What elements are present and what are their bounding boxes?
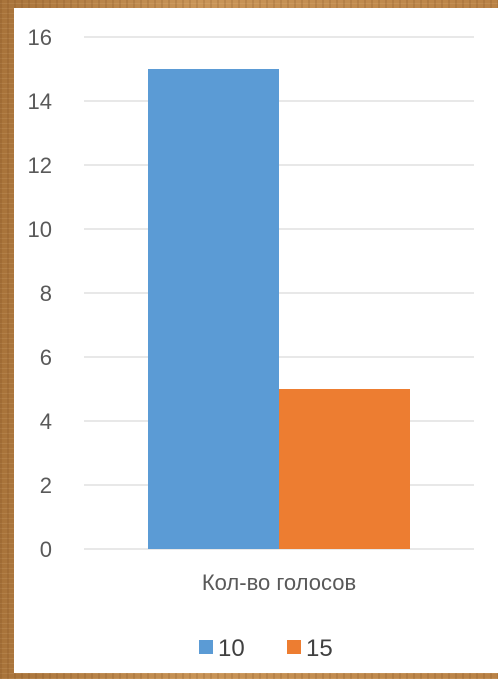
y-tick-label: 8 xyxy=(40,281,52,306)
legend-label-10: 10 xyxy=(218,635,245,662)
x-category-label: Кол-во голосов xyxy=(202,570,356,595)
y-tick-label: 6 xyxy=(40,345,52,370)
y-tick-label: 4 xyxy=(40,409,52,434)
y-tick-label: 12 xyxy=(28,153,52,178)
x-axis-categories: Кол-во голосов xyxy=(202,570,356,595)
bar-series-15 xyxy=(279,389,410,549)
y-tick-label: 2 xyxy=(40,473,52,498)
legend-label-15: 15 xyxy=(306,635,333,662)
y-tick-label: 10 xyxy=(28,217,52,242)
y-tick-label: 16 xyxy=(28,25,52,50)
bars xyxy=(148,69,410,549)
legend: 10 15 xyxy=(199,635,333,662)
y-tick-label: 14 xyxy=(28,89,52,114)
y-tick-label: 0 xyxy=(40,537,52,562)
legend-swatch-10 xyxy=(199,640,213,654)
legend-swatch-15 xyxy=(287,640,301,654)
y-axis-ticks: 0 2 4 6 8 10 12 14 16 xyxy=(28,25,52,562)
bar-series-10 xyxy=(148,69,279,549)
